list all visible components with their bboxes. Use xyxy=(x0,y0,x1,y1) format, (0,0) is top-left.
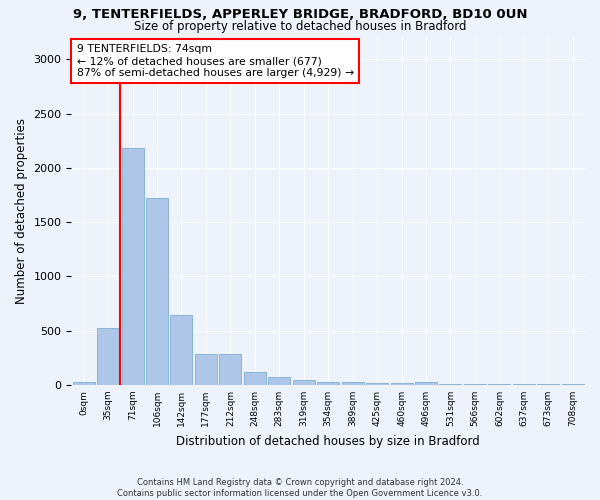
Bar xyxy=(170,316,193,385)
Bar xyxy=(439,384,461,385)
Bar xyxy=(366,383,388,385)
Bar xyxy=(464,384,486,385)
X-axis label: Distribution of detached houses by size in Bradford: Distribution of detached houses by size … xyxy=(176,434,480,448)
Text: Size of property relative to detached houses in Bradford: Size of property relative to detached ho… xyxy=(134,20,466,33)
Bar xyxy=(244,372,266,385)
Bar xyxy=(538,384,559,385)
Bar xyxy=(317,382,339,385)
Y-axis label: Number of detached properties: Number of detached properties xyxy=(15,118,28,304)
Bar xyxy=(122,148,143,385)
Text: Contains HM Land Registry data © Crown copyright and database right 2024.
Contai: Contains HM Land Registry data © Crown c… xyxy=(118,478,482,498)
Bar xyxy=(293,380,315,385)
Bar xyxy=(341,382,364,385)
Bar xyxy=(195,354,217,385)
Bar xyxy=(513,384,535,385)
Text: 9 TENTERFIELDS: 74sqm
← 12% of detached houses are smaller (677)
87% of semi-det: 9 TENTERFIELDS: 74sqm ← 12% of detached … xyxy=(77,44,353,78)
Bar xyxy=(146,198,168,385)
Bar xyxy=(562,384,584,385)
Bar xyxy=(488,384,511,385)
Bar xyxy=(73,382,95,385)
Bar xyxy=(268,377,290,385)
Bar xyxy=(391,383,413,385)
Bar xyxy=(415,382,437,385)
Text: 9, TENTERFIELDS, APPERLEY BRIDGE, BRADFORD, BD10 0UN: 9, TENTERFIELDS, APPERLEY BRIDGE, BRADFO… xyxy=(73,8,527,20)
Bar xyxy=(220,354,241,385)
Bar xyxy=(97,328,119,385)
